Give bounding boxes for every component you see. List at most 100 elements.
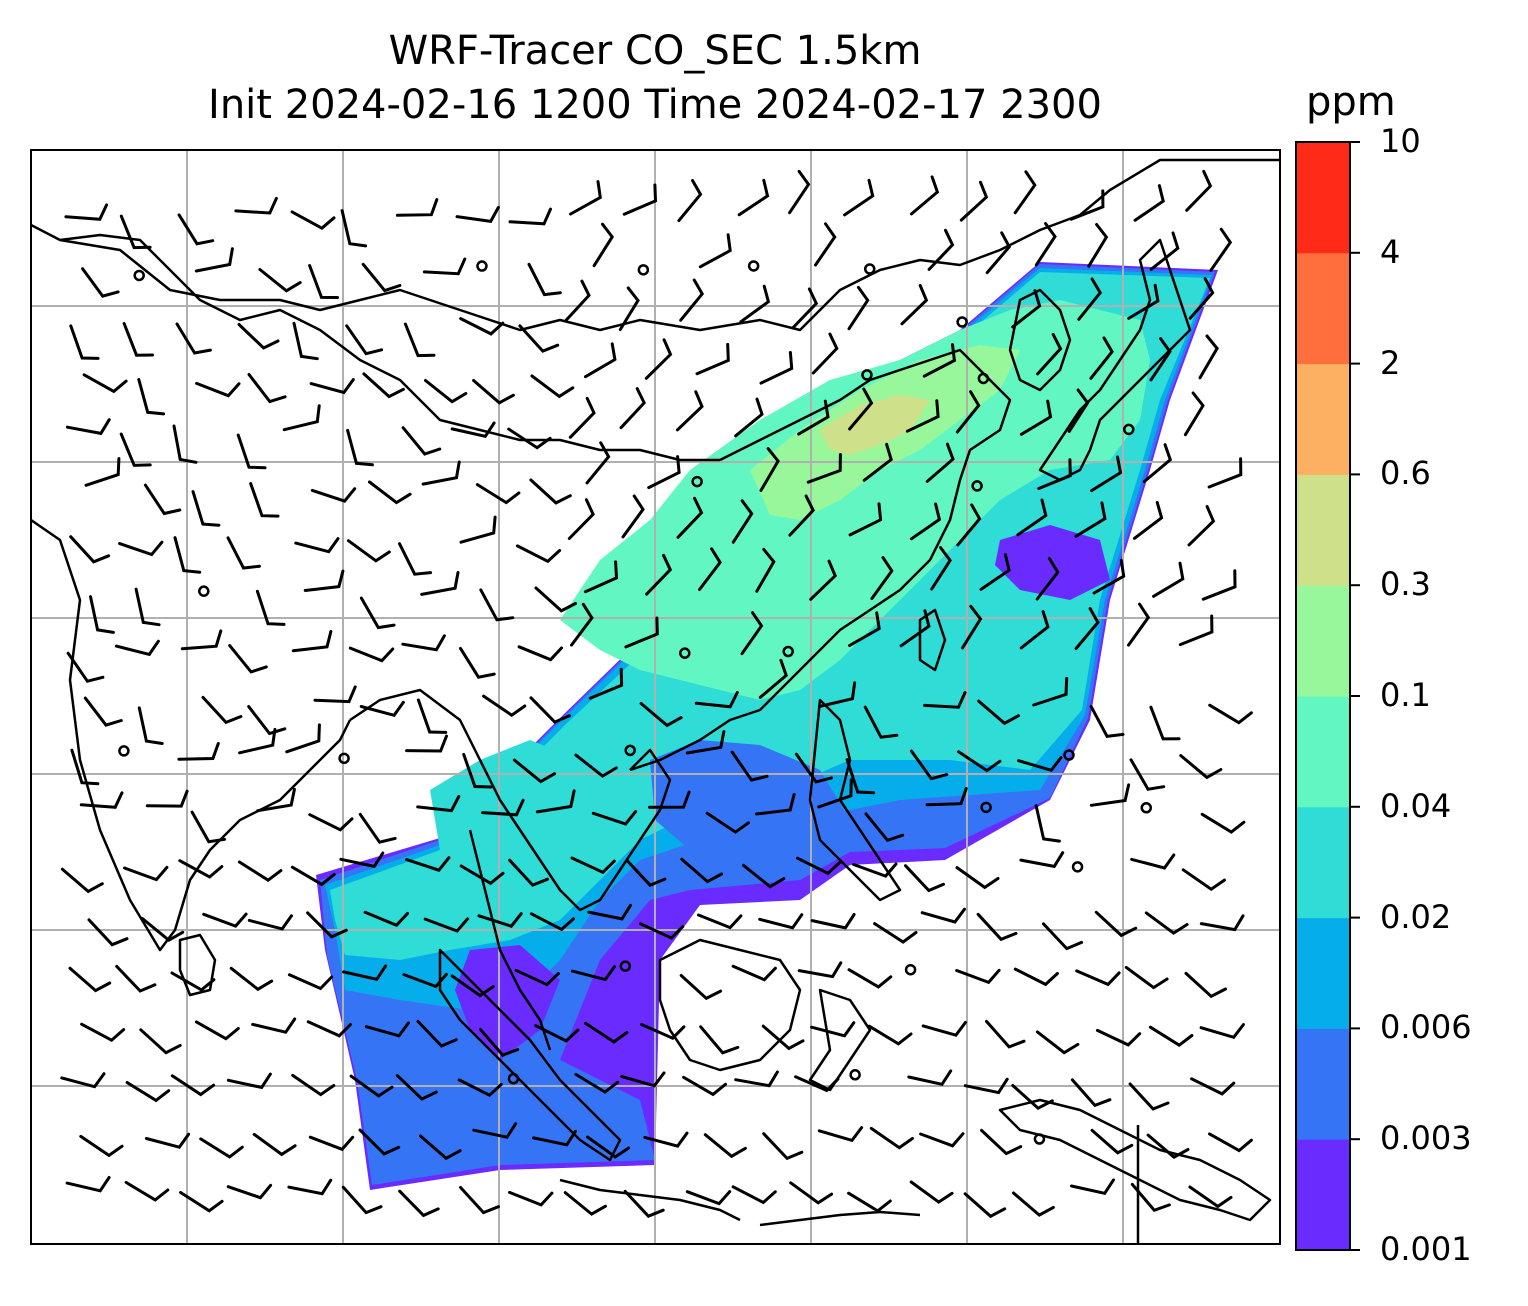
sulawesi [808,988,872,1092]
wind-barb [638,922,685,940]
wind-barb [1185,169,1213,212]
wind-barb [904,963,917,976]
wind-barb [118,745,130,757]
wind-barb [920,907,966,924]
colorbar-swatch [1296,474,1350,586]
wind-barb [1090,455,1123,493]
wind-barb [195,381,241,398]
wind-barb [698,233,732,269]
wind-barb [755,547,776,593]
wind-barb [535,789,576,814]
wind-barb [570,856,616,875]
wind-barb [759,447,780,492]
wind-barb [198,585,210,597]
wind-barb [847,968,893,989]
wind-barb [70,748,100,786]
wind-barb [925,787,968,807]
wind-barb [287,1178,333,1196]
wind-barb [226,536,261,570]
wind-barb [398,1189,440,1218]
wind-barb [459,646,496,679]
wind-barb [64,203,109,221]
wind-barb [359,596,396,630]
wind-barb [362,372,405,399]
wind-barb [979,553,1011,591]
wind-barb [361,262,402,293]
wind-barb [817,1126,864,1143]
wind-barb [910,749,949,781]
wind-barb [170,1074,216,1097]
wind-barb [731,499,754,544]
wind-barb [734,1070,779,1088]
wind-barb [82,373,128,394]
wind-barb [583,560,619,594]
wind-barb [141,917,185,943]
wind-barb [698,547,722,591]
wind-barb [679,647,691,659]
wind-barb [282,404,321,432]
wind-barb [739,284,771,324]
wind-barb [1200,812,1246,834]
wind-barb [680,857,724,884]
wind-barb [694,691,739,709]
colorbar-tick-label: 2 [1380,343,1401,382]
wind-barb [308,1135,355,1152]
wind-barb [747,260,760,272]
wind-barb [849,1069,861,1081]
wind-barb [1063,749,1075,761]
wind-barb [923,691,967,709]
wind-barb [985,231,1012,275]
wind-barb [177,742,220,761]
wind-barb [65,1176,111,1193]
wind-barb [794,752,833,784]
wind-barb [843,178,875,217]
wind-barb [899,609,931,648]
wind-barb [1208,1132,1253,1153]
wind-barb [1207,457,1243,489]
wind-barb [143,483,182,516]
wind-barb [450,421,496,438]
wind-barb [508,207,552,226]
wind-barb [1184,971,1227,999]
wind-barb [1130,1182,1171,1213]
borneo [658,938,802,1072]
wind-barb [507,1072,520,1085]
colorbar-swatch [1296,806,1350,919]
wind-barb [534,586,577,613]
wind-barb [1087,223,1109,268]
wind-barb [287,973,334,991]
wind-barb [363,910,409,927]
wind-barb [455,205,500,224]
wind-barb [679,974,723,1001]
wind-barb [229,966,274,992]
wind-barb [1034,222,1057,267]
wind-barb [1089,783,1131,807]
wind-barb [618,286,640,331]
wind-barb [258,268,302,293]
wind-barb [1075,969,1121,987]
wind-barb [1148,1025,1194,1048]
wind-barb [1190,1077,1236,1096]
wind-barb [1127,602,1151,647]
wind-barb [963,1192,1007,1219]
wind-barb [761,1024,805,1051]
wind-barb [1071,861,1084,873]
wind-barb [1011,1084,1054,1111]
wind-barb [1069,189,1105,221]
colorbar-tick-label: 0.6 [1380,454,1431,493]
wind-barb [125,1081,171,1103]
wind-barb [80,1022,126,1043]
wind-barb [900,284,929,326]
wind-barb [731,964,777,982]
wind-barb [971,480,983,492]
wind-barb [294,537,340,554]
wind-barb [1124,965,1169,990]
wind-barb [481,798,525,817]
wind-barb [1128,1082,1170,1111]
field-low-patch [650,740,850,860]
wind-barb [870,556,894,600]
wind-barb [863,263,876,275]
colorbar-tick-label: 10 [1380,122,1421,160]
wind-barb [479,588,515,622]
wind-barb [123,865,169,882]
